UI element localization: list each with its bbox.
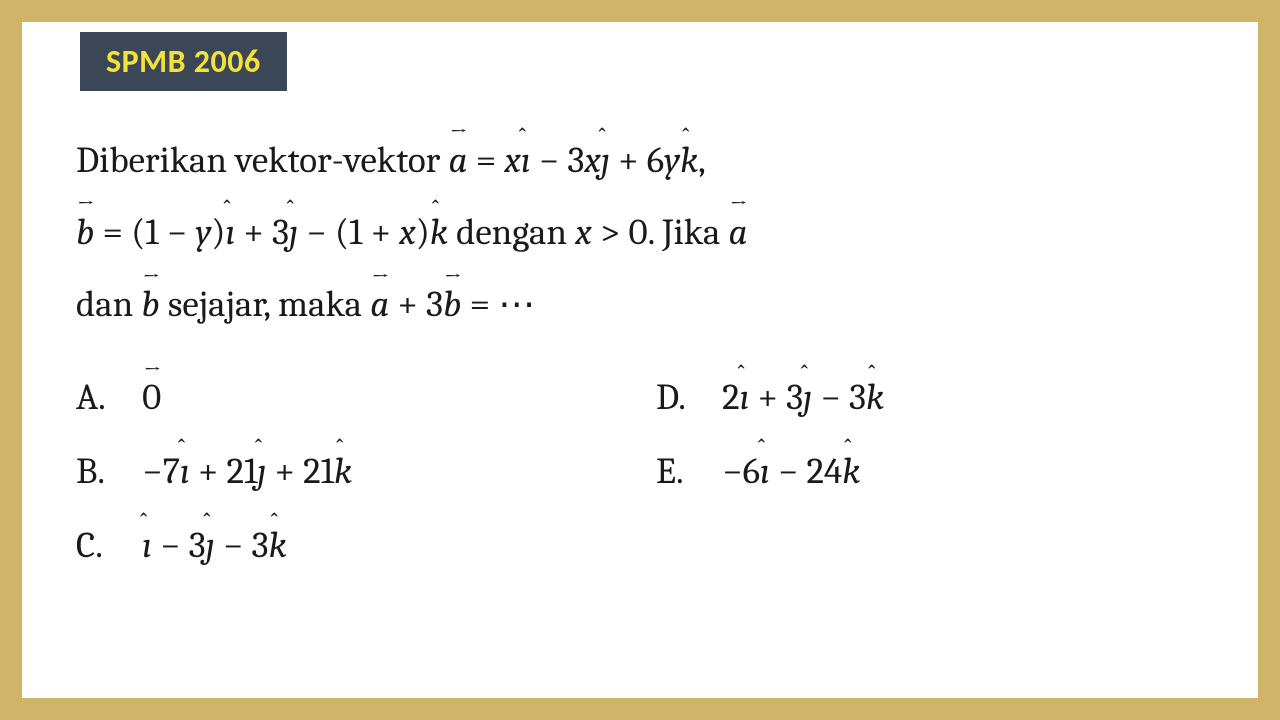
option-letter: E. <box>656 435 714 509</box>
option-b: B. −7ı̂ + 21ȷ̂ + 21k̂ <box>76 435 596 509</box>
q-text: sejajar, maka <box>160 284 370 326</box>
option-value: −6ı̂ − 24k̂ <box>722 451 860 493</box>
option-value: 2ı̂ + 3ȷ̂ − 3k̂ <box>722 377 884 419</box>
vec-b-def: b→ = (1 − y)ı̂ + 3ȷ̂ − (1 + x)k̂ <box>76 212 448 254</box>
answers-col-right: D. 2ı̂ + 3ȷ̂ − 3k̂ E. −6ı̂ − 24k̂ <box>656 361 884 583</box>
option-value: −7ı̂ + 21ȷ̂ + 21k̂ <box>142 451 352 493</box>
option-c: C. ı̂ − 3ȷ̂ − 3k̂ <box>76 509 596 583</box>
q-text: . Jika <box>648 212 729 254</box>
source-badge: SPMB 2006 <box>80 32 287 91</box>
vec-a-ref: a→ <box>728 212 747 254</box>
q-text: , <box>698 140 706 182</box>
option-value: ı̂ − 3ȷ̂ − 3k̂ <box>142 525 287 567</box>
target-expr: a→ + 3b→ = ⋯ <box>370 284 535 326</box>
q-text: dan <box>76 284 141 326</box>
badge-label: SPMB 2006 <box>106 42 261 81</box>
slide-inner: SPMB 2006 Diberikan vektor-vektor a→ = x… <box>22 22 1258 583</box>
option-letter: B. <box>76 435 134 509</box>
answers-grid: A. 0→ B. −7ı̂ + 21ȷ̂ + 21k̂ C. ı̂ − 3ȷ̂ … <box>76 361 1204 583</box>
content-area: Diberikan vektor-vektor a→ = xı̂ − 3xȷ̂ … <box>76 91 1204 583</box>
q-text: Diberikan vektor-vektor <box>76 140 448 182</box>
option-letter: C. <box>76 509 134 583</box>
answers-col-left: A. 0→ B. −7ı̂ + 21ȷ̂ + 21k̂ C. ı̂ − 3ȷ̂ … <box>76 361 596 583</box>
slide-frame: SPMB 2006 Diberikan vektor-vektor a→ = x… <box>0 0 1280 720</box>
question-line-2: b→ = (1 − y)ı̂ + 3ȷ̂ − (1 + x)k̂ dengan … <box>76 197 1204 269</box>
question-line-3: dan b→ sejajar, maka a→ + 3b→ = ⋯ <box>76 269 1204 341</box>
cond: x > 0 <box>575 212 647 254</box>
question-line-1: Diberikan vektor-vektor a→ = xı̂ − 3xȷ̂ … <box>76 125 1204 197</box>
option-e: E. −6ı̂ − 24k̂ <box>656 435 884 509</box>
option-letter: D. <box>656 361 714 435</box>
option-value: 0→ <box>142 377 161 419</box>
vec-b-ref: b→ <box>141 284 159 326</box>
option-letter: A. <box>76 361 134 435</box>
q-text: dengan <box>448 212 575 254</box>
vec-a-def: a→ = xı̂ − 3xȷ̂ + 6yk̂ <box>448 140 698 182</box>
question-text: Diberikan vektor-vektor a→ = xı̂ − 3xȷ̂ … <box>76 125 1204 341</box>
